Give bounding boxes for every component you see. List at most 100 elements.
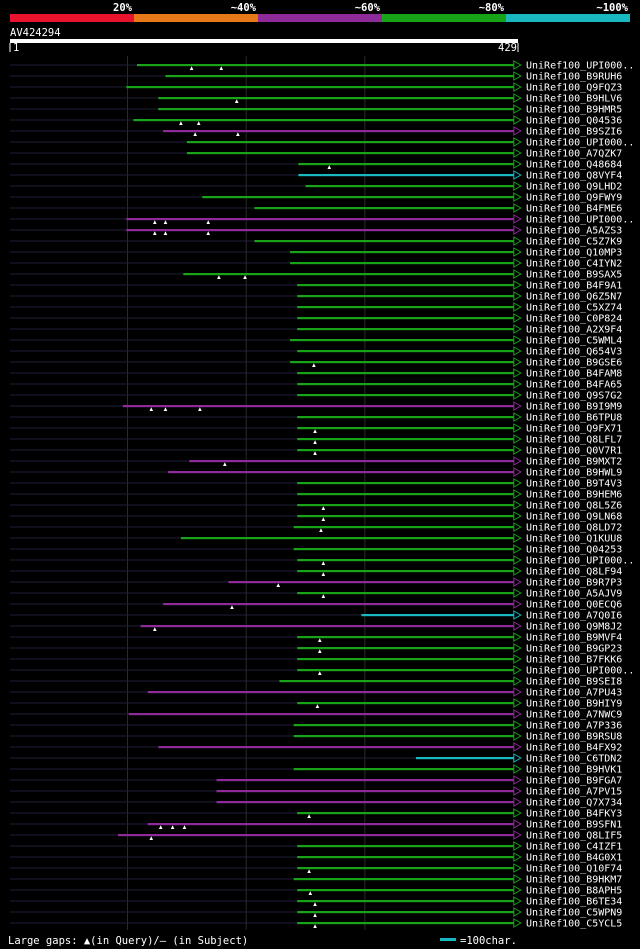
hit-bar [128, 713, 514, 716]
hit-bar [186, 152, 514, 155]
hit-label: UniRef100_UPI000.. [526, 556, 634, 567]
legend-label: 20% [113, 2, 133, 14]
query-gap-marker [153, 220, 157, 224]
legend-segment [134, 14, 258, 22]
hit-bar [297, 438, 514, 441]
query-gap-marker [153, 231, 157, 235]
hit-row: UniRef100_C4IYN2 [10, 258, 622, 270]
hit-end-arrow [513, 126, 522, 136]
hit-row: UniRef100_Q0V7R1 [10, 445, 622, 457]
hit-row: UniRef100_A5AJV9 [10, 588, 622, 600]
hit-row: UniRef100_Q04536 [10, 115, 622, 127]
hit-bar [298, 174, 514, 177]
hit-row: UniRef100_Q0ECQ6 [10, 599, 622, 611]
hit-end-arrow [513, 269, 522, 279]
hit-row: UniRef100_A7Q0I6 [10, 610, 622, 622]
hit-end-arrow [513, 489, 522, 499]
hit-label: UniRef100_UPI000.. [526, 215, 634, 226]
hit-row: UniRef100_Q8LIF5 [10, 830, 622, 842]
hit-bar [297, 845, 514, 848]
hit-end-arrow [513, 786, 522, 796]
query-gap-marker [313, 429, 317, 433]
hit-row: UniRef100_UPI000.. [10, 665, 634, 677]
hit-end-arrow [513, 918, 522, 928]
hit-bar [126, 229, 514, 232]
hit-row: UniRef100_Q1KUU8 [10, 533, 622, 545]
hit-bar [293, 735, 514, 738]
hit-row: UniRef100_B9SAX5 [10, 269, 622, 281]
hit-rows: UniRef100_UPI000..UniRef100_B9RUH6UniRef… [10, 60, 634, 930]
query-gap-marker [170, 825, 175, 829]
query-title: AV424294 [10, 27, 61, 39]
hit-label: UniRef100_B9HEM6 [526, 490, 622, 501]
hit-bar [297, 669, 514, 672]
hit-row: UniRef100_C5WML4 [10, 335, 622, 347]
hit-row: UniRef100_B9HMR5 [10, 104, 622, 116]
gaps-legend-text: Large gaps: ▲(in Query)/– (in Subject) [8, 935, 248, 947]
hit-label: UniRef100_B4FAM8 [526, 369, 622, 380]
hit-row: UniRef100_UPI000.. [10, 60, 634, 72]
query-gap-marker [313, 451, 317, 455]
query-gap-marker [276, 583, 281, 587]
hit-bar [290, 262, 514, 265]
hit-label: UniRef100_B4F9A1 [526, 281, 622, 292]
query-gap-marker [179, 121, 183, 125]
hit-bar [147, 691, 514, 694]
hit-row: UniRef100_UPI000.. [10, 214, 634, 226]
hit-end-arrow [513, 258, 522, 268]
hit-bar [297, 504, 514, 507]
hit-label: UniRef100_A2X9F4 [526, 325, 622, 336]
query-gap-marker [189, 66, 194, 70]
hit-row: UniRef100_B9HWL9 [10, 467, 622, 479]
hit-bar [297, 658, 514, 661]
hit-label: UniRef100_A7P336 [526, 721, 622, 732]
hit-bar [118, 834, 514, 837]
hit-row: UniRef100_B9HKM7 [10, 874, 622, 886]
hit-label: UniRef100_B4FME6 [526, 204, 622, 215]
ruler-start-label: 1 [13, 42, 19, 54]
hit-label: UniRef100_Q04253 [526, 545, 622, 556]
hit-end-arrow [513, 104, 522, 114]
hit-end-arrow [513, 181, 522, 191]
hit-bar [279, 680, 514, 683]
hit-row: UniRef100_C6TDN2 [10, 753, 622, 765]
hit-row: UniRef100_B9SEI8 [10, 676, 622, 688]
hit-end-arrow [513, 302, 522, 312]
hit-row: UniRef100_Q9M8J2 [10, 621, 622, 633]
hit-bar [147, 823, 514, 826]
hit-label: UniRef100_B4G0X1 [526, 853, 622, 864]
hit-label: UniRef100_UPI000.. [526, 138, 634, 149]
hit-bar [137, 64, 514, 67]
hit-label: UniRef100_C5WPN9 [526, 908, 622, 919]
hit-bar [297, 636, 514, 639]
hit-row: UniRef100_A2X9F4 [10, 324, 622, 336]
hit-label: UniRef100_B9MXT2 [526, 457, 622, 468]
hit-label: UniRef100_Q9M8J2 [526, 622, 622, 633]
hit-end-arrow [513, 214, 522, 224]
hit-bar [216, 801, 514, 804]
query-gap-marker [217, 275, 221, 279]
hit-end-arrow [513, 159, 522, 169]
hit-bar [254, 240, 514, 243]
hit-end-arrow [513, 610, 522, 620]
hit-row: UniRef100_B6TE34 [10, 896, 622, 908]
hit-label: UniRef100_B9SFN1 [526, 820, 622, 831]
hit-end-arrow [513, 577, 522, 587]
hit-bar [297, 702, 514, 705]
query-gap-marker [219, 66, 224, 70]
hit-bar [297, 493, 514, 496]
hit-bar [158, 97, 514, 100]
hit-end-arrow [513, 764, 522, 774]
hit-label: UniRef100_A5AJV9 [526, 589, 622, 600]
hit-end-arrow [513, 654, 522, 664]
hit-label: UniRef100_Q48684 [526, 160, 622, 171]
hit-label: UniRef100_C6TDN2 [526, 754, 622, 765]
hit-row: UniRef100_B4FME6 [10, 203, 622, 215]
hit-end-arrow [513, 621, 522, 631]
hit-bar [297, 812, 514, 815]
hit-row: UniRef100_C5YCL5 [10, 918, 622, 930]
hit-row: UniRef100_Q8LF94 [10, 566, 622, 578]
hit-end-arrow [513, 313, 522, 323]
hit-bar [158, 746, 514, 749]
hit-end-arrow [513, 753, 522, 763]
